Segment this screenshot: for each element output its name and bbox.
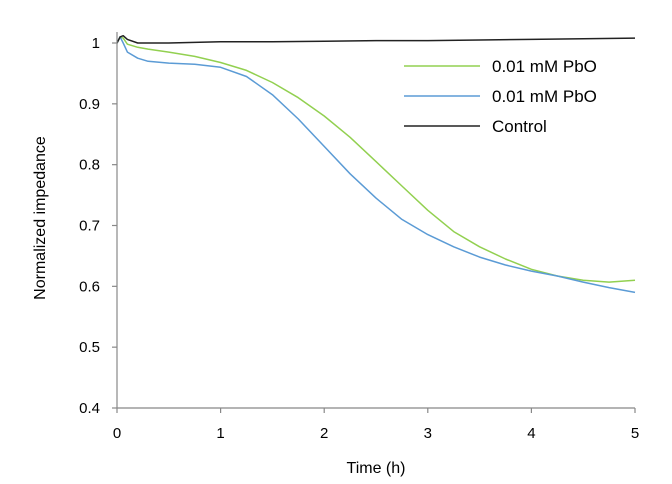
x-tick-label: 0	[113, 425, 121, 442]
series-layer	[116, 34, 636, 294]
legend-label-2: 0.01 mM PbO	[492, 87, 597, 106]
y-tick-label: 0.5	[79, 339, 100, 356]
y-tick-label: 0.9	[79, 96, 100, 113]
x-tick-label: 3	[424, 425, 432, 442]
y-axis-title: Normalized impedance	[32, 136, 49, 300]
legend-label-3: Control	[492, 117, 547, 136]
legend-label-1: 0.01 mM PbO	[492, 57, 597, 76]
x-tick-label: 4	[527, 425, 535, 442]
x-tick-label: 1	[216, 425, 224, 442]
x-axis-title: Time (h)	[347, 460, 406, 477]
x-tick-label: 5	[631, 425, 639, 442]
y-tick-label: 0.4	[79, 400, 100, 417]
chart-legend: 0.01 mM PbO 0.01 mM PbO Control	[404, 57, 597, 136]
y-tick-label: 0.6	[79, 278, 100, 295]
series-line-3	[116, 34, 636, 44]
series-line-1	[116, 36, 636, 283]
x-tick-label: 2	[320, 425, 328, 442]
y-tick-label: 0.8	[79, 157, 100, 174]
y-tick-label: 1	[92, 35, 100, 52]
y-tick-label: 0.7	[79, 218, 100, 235]
series-line-2	[116, 36, 636, 294]
axes-layer: 0.4 0.5 0.6 0.7 0.8 0.9 1 0 1 2 3 4 5	[79, 32, 639, 442]
